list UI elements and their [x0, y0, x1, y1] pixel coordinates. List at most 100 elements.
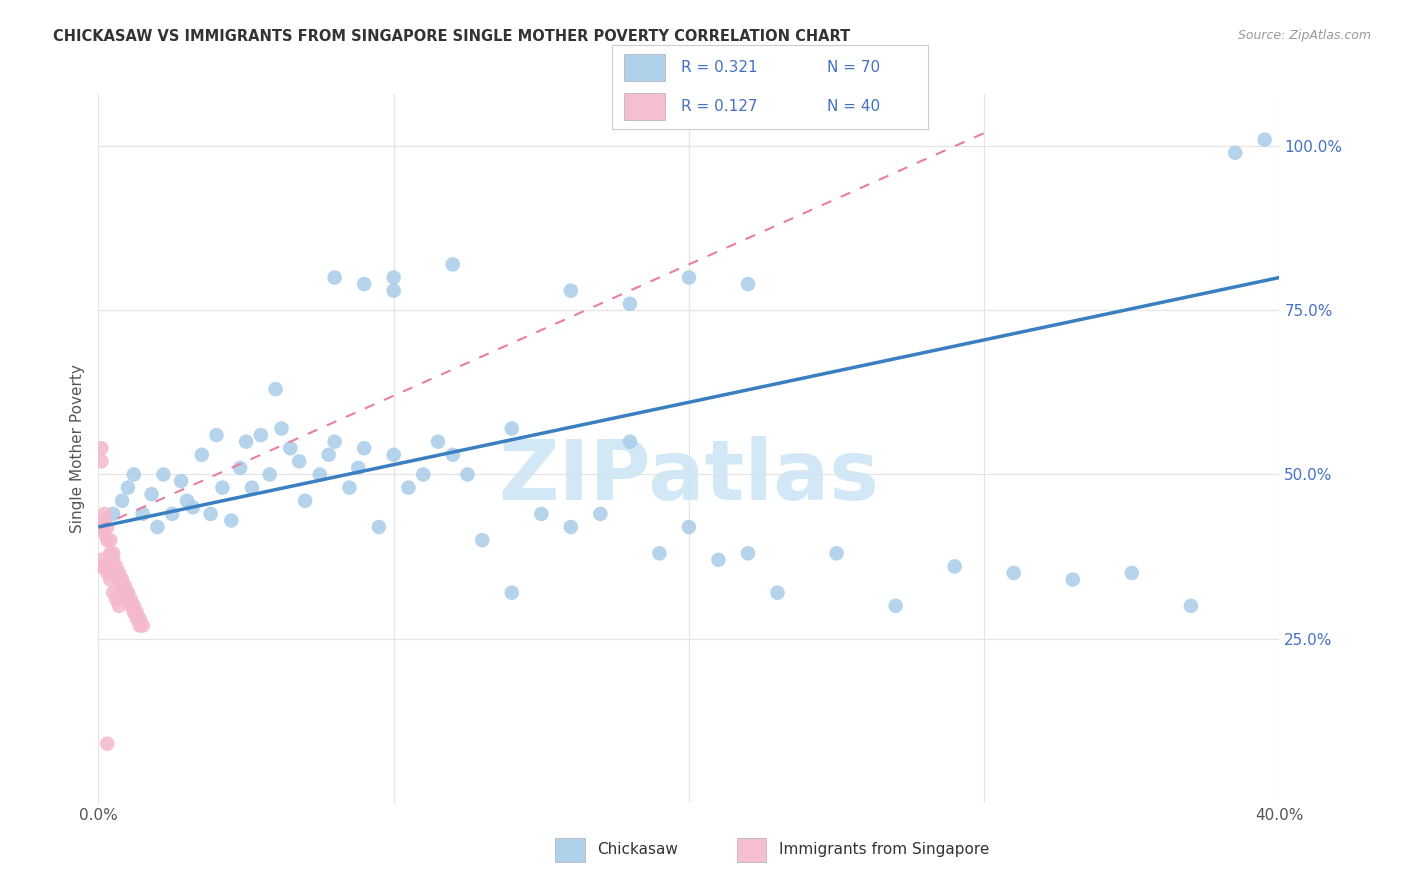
Point [339, 481, 361, 495]
Point [96, 520, 118, 534]
Point [737, 546, 759, 560]
Point [737, 277, 759, 291]
Point [146, 520, 169, 534]
Point [181, 500, 204, 515]
Point [766, 585, 789, 599]
Point [122, 606, 145, 620]
Point [211, 481, 233, 495]
Point [170, 474, 193, 488]
Point [105, 566, 128, 580]
Point [235, 434, 257, 449]
Point [318, 448, 340, 462]
Point [648, 546, 671, 560]
Point [103, 585, 125, 599]
Point [1180, 599, 1202, 613]
Point [103, 553, 125, 567]
Point [93, 559, 115, 574]
Point [441, 448, 464, 462]
Point [200, 507, 222, 521]
Point [1062, 573, 1084, 587]
Point [128, 618, 150, 632]
Point [90, 520, 112, 534]
Point [1254, 133, 1277, 147]
Point [347, 461, 370, 475]
Point [280, 442, 302, 455]
Point [382, 270, 405, 285]
Point [108, 566, 131, 580]
Point [368, 520, 391, 534]
Point [501, 421, 523, 435]
Point [457, 467, 479, 482]
Point [152, 467, 174, 482]
Point [441, 257, 464, 271]
Point [125, 612, 148, 626]
Point [270, 421, 292, 435]
Point [105, 559, 128, 574]
Point [1225, 145, 1247, 160]
Point [111, 579, 134, 593]
Point [117, 592, 139, 607]
Point [323, 434, 346, 449]
Text: R = 0.127: R = 0.127 [682, 99, 758, 114]
Point [108, 573, 131, 587]
Text: Chickasaw: Chickasaw [598, 842, 679, 857]
Point [382, 448, 405, 462]
Point [678, 270, 700, 285]
Point [122, 467, 145, 482]
Point [122, 599, 145, 613]
Bar [737, 838, 766, 862]
Point [398, 481, 420, 495]
Point [884, 599, 907, 613]
Point [103, 546, 125, 560]
Point [427, 434, 450, 449]
Point [560, 284, 582, 298]
Bar [624, 93, 665, 120]
Point [96, 737, 118, 751]
Point [162, 507, 183, 521]
Text: Immigrants from Singapore: Immigrants from Singapore [779, 842, 990, 857]
Point [120, 592, 142, 607]
Bar [624, 54, 665, 81]
Point [93, 526, 115, 541]
Text: Source: ZipAtlas.com: Source: ZipAtlas.com [1237, 29, 1371, 42]
Point [117, 585, 139, 599]
Point [353, 277, 375, 291]
Point [294, 493, 316, 508]
Point [96, 533, 118, 548]
Point [90, 454, 112, 468]
Point [309, 467, 332, 482]
Point [619, 297, 641, 311]
Point [103, 507, 125, 521]
Point [191, 448, 214, 462]
Point [114, 579, 136, 593]
Point [259, 467, 281, 482]
Point [382, 284, 405, 298]
Point [229, 461, 252, 475]
Point [111, 493, 134, 508]
Point [323, 270, 346, 285]
Point [589, 507, 612, 521]
Point [471, 533, 494, 548]
Point [825, 546, 848, 560]
Point [90, 442, 112, 455]
Point [560, 520, 582, 534]
Point [353, 442, 375, 455]
Point [90, 559, 112, 574]
Text: ZIPatlas: ZIPatlas [499, 436, 879, 517]
Text: CHICKASAW VS IMMIGRANTS FROM SINGAPORE SINGLE MOTHER POVERTY CORRELATION CHART: CHICKASAW VS IMMIGRANTS FROM SINGAPORE S… [53, 29, 851, 44]
Point [240, 481, 263, 495]
Point [93, 507, 115, 521]
Bar [555, 838, 585, 862]
Text: N = 40: N = 40 [827, 99, 880, 114]
Point [111, 573, 134, 587]
Point [90, 553, 112, 567]
Point [128, 612, 150, 626]
Point [678, 520, 700, 534]
Point [943, 559, 966, 574]
Point [1002, 566, 1025, 580]
Point [96, 566, 118, 580]
Text: R = 0.321: R = 0.321 [682, 60, 758, 75]
Point [132, 618, 155, 632]
Point [1121, 566, 1143, 580]
Point [707, 553, 730, 567]
